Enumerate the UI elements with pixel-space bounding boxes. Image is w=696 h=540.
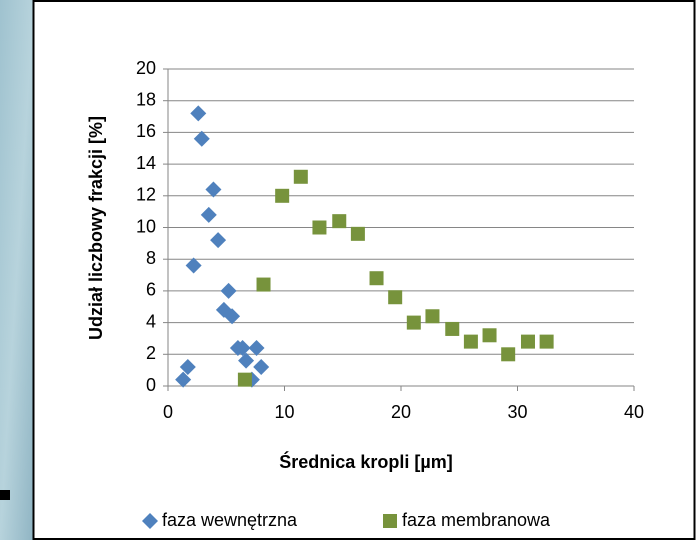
point [425, 309, 440, 324]
y-tick-label: 10 [136, 216, 156, 236]
y-tick-label: 4 [146, 311, 156, 331]
point [224, 308, 241, 325]
point [406, 315, 421, 330]
x-tick-label: 10 [274, 402, 294, 422]
legend-marker [383, 514, 397, 528]
y-tick-label: 0 [146, 375, 156, 395]
point [275, 188, 290, 203]
legend-label: faza membranowa [402, 510, 551, 530]
point [312, 220, 327, 235]
point [482, 328, 497, 343]
background-mark [0, 490, 10, 500]
x-axis-title: Średnica kropli [µm] [279, 451, 452, 472]
y-tick-label: 16 [136, 121, 156, 141]
x-tick-label: 30 [507, 402, 527, 422]
point [501, 347, 516, 362]
y-tick-label: 20 [136, 58, 156, 78]
y-tick-label: 8 [146, 248, 156, 268]
point [193, 130, 210, 147]
point [238, 352, 255, 369]
y-tick-label: 2 [146, 343, 156, 363]
y-tick-label: 18 [136, 89, 156, 109]
point [253, 358, 270, 375]
point [248, 339, 265, 356]
chart-frame [32, 0, 696, 540]
point [369, 271, 384, 286]
point [205, 181, 222, 198]
point [190, 105, 207, 122]
point [388, 290, 403, 305]
point [237, 372, 252, 387]
legend-label: faza wewnętrzna [162, 510, 298, 530]
point [220, 282, 237, 299]
point [200, 206, 217, 223]
point [539, 334, 554, 349]
point [210, 232, 227, 249]
x-tick-label: 40 [624, 402, 644, 422]
y-tick-label: 6 [146, 280, 156, 300]
y-tick-label: 14 [136, 153, 156, 173]
point [293, 169, 308, 184]
point [350, 226, 365, 241]
point [332, 214, 347, 229]
x-tick-label: 0 [163, 402, 173, 422]
y-tick-label: 12 [136, 185, 156, 205]
legend-marker [142, 513, 158, 529]
y-axis-title: Udział liczbowy frakcji [%] [86, 116, 106, 340]
point [520, 334, 535, 349]
point [445, 321, 460, 336]
point [463, 334, 478, 349]
background-strip [0, 0, 34, 540]
x-tick-label: 20 [391, 402, 411, 422]
point [185, 257, 202, 274]
point [234, 339, 251, 356]
point [256, 277, 271, 292]
point [175, 371, 192, 388]
point [179, 358, 196, 375]
